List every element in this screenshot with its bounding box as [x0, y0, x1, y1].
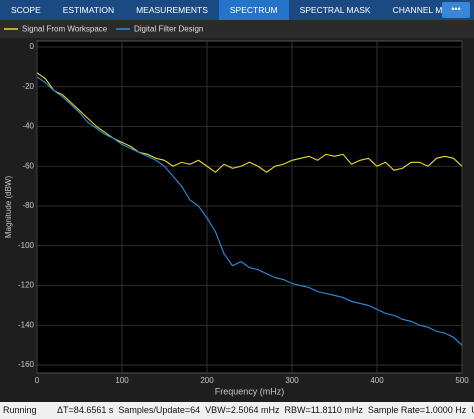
y-tick-label: -140: [18, 320, 35, 329]
x-tick-label: 0: [35, 376, 40, 385]
x-tick-label: 500: [455, 376, 469, 385]
y-tick-label: -80: [22, 201, 34, 210]
x-tick-label: 100: [115, 376, 129, 385]
legend-bar: [0, 20, 474, 38]
status-bar: Running ΔT=84.6561 s Samples/Update=64 VBW…: [0, 402, 474, 419]
y-tick-label: -160: [18, 360, 35, 369]
y-tick-label: -40: [22, 122, 34, 131]
y-tick-label: -20: [22, 82, 34, 91]
status-item: VBW=2.5064 mHz: [205, 405, 280, 415]
series-line: [36, 72, 463, 173]
chart: Signal From Workspace Digital Filter Desi…: [0, 20, 474, 396]
y-tick-label: -120: [18, 281, 35, 290]
plot-area: [36, 40, 463, 374]
legend-label: Signal From Workspace: [22, 25, 108, 34]
toolbar: SCOPE ESTIMATION MEASUREMENTS SPECTRUM SPECT…: [0, 0, 474, 20]
y-tick-label: -100: [18, 241, 35, 250]
tab[interactable]: SCOPE: [11, 5, 41, 15]
x-tick-label: 200: [200, 376, 214, 385]
status-item: ΔT=84.6561 s: [57, 405, 114, 415]
x-tick-label: 400: [370, 376, 384, 385]
status-item: RBW=11.8110 mHz: [284, 405, 363, 415]
x-tick-label: 300: [285, 376, 299, 385]
more-button[interactable]: •••: [442, 2, 470, 18]
y-tick-label: -60: [22, 161, 34, 170]
legend-label: Digital Filter Design: [134, 25, 203, 34]
status-item: Updates: [471, 405, 474, 415]
series-line: [36, 76, 463, 346]
status-state: Running: [3, 405, 37, 415]
tab[interactable]: ESTIMATION: [62, 5, 115, 15]
y-axis-label: Magnitude (dBW): [4, 176, 13, 239]
tab[interactable]: SPECTRUM: [218, 0, 289, 20]
x-axis-label: Frequency (mHz): [215, 386, 285, 396]
status-item: Samples/Update=64: [118, 405, 201, 415]
y-tick-label: 0: [30, 42, 35, 51]
status-item: Sample Rate=1.0000 Hz: [367, 405, 467, 415]
tab[interactable]: CHANNEL MEA···: [392, 5, 463, 15]
tab[interactable]: MEASUREMENTS: [136, 5, 208, 15]
tab[interactable]: SPECTRAL MASK: [299, 5, 371, 15]
